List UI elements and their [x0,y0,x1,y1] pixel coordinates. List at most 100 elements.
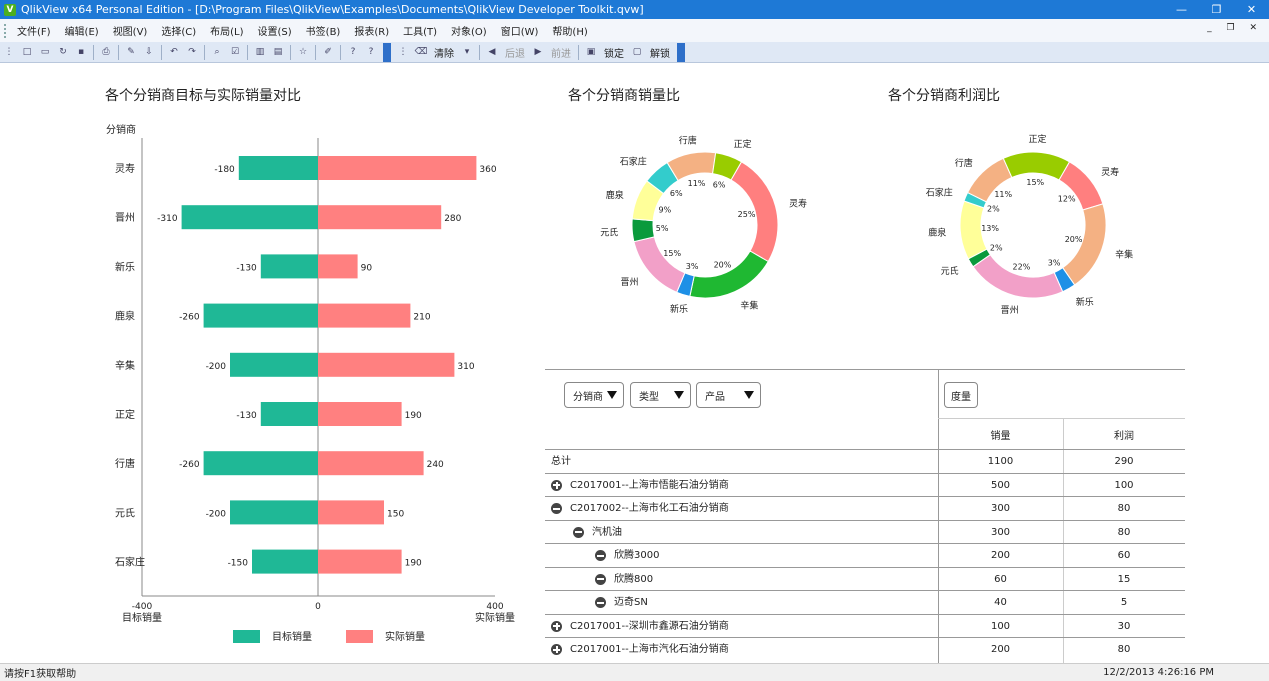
menu-item-2[interactable]: 视图(V) [112,27,148,38]
legend-label[interactable]: 目标销量 [272,630,312,643]
bar[interactable] [230,352,318,377]
slice-percent-label: 6% [670,189,683,198]
column-header-profit[interactable]: 利润 [1114,431,1134,442]
unlock-button[interactable]: 解锁 [650,48,670,60]
bar[interactable] [318,352,455,377]
open-folder-icon[interactable]: ▭ [40,46,50,57]
help-icon[interactable]: ? [350,46,356,57]
collapse-minus-icon[interactable] [551,503,562,514]
collapse-minus-icon[interactable] [595,597,606,608]
bar[interactable] [230,500,318,525]
profit-share-donut-chart[interactable]: 12% 灵寿 20% 辛集 3% 新乐 22% 晋州 2% 元氏 13% 鹿泉 2% 石家庄 11% 行唐 15… [918,125,1148,325]
bar[interactable] [260,402,318,426]
lock-icon[interactable]: ▣ [586,46,596,57]
redo-icon[interactable]: ↷ [188,46,196,57]
bar[interactable] [318,451,424,476]
forward-button[interactable]: 前进 [551,48,571,60]
donut-slice[interactable] [1061,203,1107,286]
minimize-icon[interactable]: — [1176,3,1187,16]
donut-slice[interactable] [633,236,686,293]
clear-button[interactable]: 清除 [434,48,454,60]
bar-value-label: 360 [479,165,496,175]
legend-label[interactable]: 实际销量 [385,630,425,643]
toolbar-grip-icon[interactable]: ⋮ [4,46,14,57]
donut-slice[interactable] [1002,151,1071,181]
bar[interactable] [318,205,442,230]
bar[interactable] [318,402,402,426]
category-label: 灵寿 [115,162,135,175]
bar[interactable] [238,156,318,180]
menu-item-4[interactable]: 布局(L) [210,27,244,38]
forward-icon[interactable]: ▶ [534,46,542,57]
menu-item-0[interactable]: 文件(F) [17,27,51,38]
edit-script-icon[interactable]: ✎ [127,46,135,57]
bar[interactable] [203,451,318,476]
reload-data-icon[interactable]: ⇩ [145,46,153,57]
collapse-minus-icon[interactable] [595,573,606,585]
product-dimension-dropdown[interactable]: 产品 [696,382,761,408]
collapse-minus-icon[interactable] [573,526,584,538]
sales-share-donut-chart[interactable]: 25% 灵寿 20% 辛集 3% 新乐 15% 晋州 5% 元氏 9% 鹿泉 6% 石家庄 11% 行唐 6% 正… [590,125,820,325]
search-icon[interactable]: ⌕ [214,46,220,57]
toolbar-overflow-icon[interactable] [383,42,391,62]
clear-dropdown-icon[interactable]: ▾ [464,46,470,57]
menu-item-3[interactable]: 选择(C) [161,27,197,38]
bookmark-star-icon[interactable]: ☆ [298,46,308,57]
check-icon[interactable]: ☑ [230,46,240,57]
undo-icon[interactable]: ↶ [170,46,178,57]
mdi-window-controls-icon[interactable]: _ ❐ ✕ [1207,23,1263,33]
toolbar-overflow-icon[interactable] [677,42,685,62]
save-icon[interactable]: ▪ [77,46,85,57]
bar[interactable] [252,549,318,574]
close-icon[interactable]: ✕ [1246,3,1257,16]
expand-plus-icon[interactable] [551,644,562,655]
expand-plus-icon[interactable] [551,479,562,491]
menu-item-6[interactable]: 书签(B) [305,27,341,38]
lock-button[interactable]: 锁定 [604,48,624,60]
menu-item-5[interactable]: 设置(S) [257,27,292,38]
unlock-icon[interactable]: ▢ [632,46,642,57]
menu-item-11[interactable]: 帮助(H) [552,27,588,38]
print-icon[interactable]: ⎙ [102,46,110,57]
context-help-icon[interactable]: ? [368,46,374,57]
menu-item-9[interactable]: 对象(O) [451,27,487,38]
slice-name-label: 晋州 [1001,305,1019,316]
menu-item-10[interactable]: 窗口(W) [500,27,539,38]
donut-slice[interactable] [712,152,743,181]
toolbar-grip-icon[interactable]: ⋮ [398,46,408,57]
menu-grip-icon[interactable] [4,23,10,38]
bar[interactable] [318,254,358,279]
chart-icon[interactable]: ▥ [255,46,265,57]
bar[interactable] [318,500,384,525]
menu-item-8[interactable]: 工具(T) [403,27,438,38]
bar[interactable] [318,156,477,180]
restore-icon[interactable]: ❐ [1211,3,1222,16]
bar[interactable] [318,303,411,328]
type-dimension-dropdown[interactable]: 类型 [630,382,691,408]
back-icon[interactable]: ◀ [488,46,496,57]
profit-donut-title: 各个分销商利润比 [888,88,1000,104]
slice-percent-label: 15% [663,249,681,258]
bar[interactable] [181,205,318,230]
bar[interactable] [318,549,402,574]
expand-plus-icon[interactable] [551,620,562,632]
collapse-minus-icon[interactable] [595,550,606,561]
menu-item-1[interactable]: 编辑(E) [64,27,99,38]
reload-icon[interactable]: ↻ [59,46,67,57]
table-icon[interactable]: ▤ [273,46,283,57]
new-document-icon[interactable]: □ [22,46,32,57]
back-button[interactable]: 后退 [505,48,525,60]
bar[interactable] [260,254,318,279]
bar[interactable] [203,303,318,328]
design-icon[interactable]: ✐ [324,46,332,57]
menu-item-7[interactable]: 报表(R) [354,27,390,38]
column-header-sales[interactable]: 销量 [990,431,1011,442]
donut-slice[interactable] [689,250,769,299]
clear-selection-icon[interactable]: ⌫ [414,46,428,57]
row-label-text: 欣腾3000 [614,550,660,561]
sales-cell: 500 [990,479,1011,491]
distributor-dimension-dropdown[interactable]: 分销商 [564,382,624,408]
slice-name-label: 元氏 [600,227,618,238]
measure-button[interactable]: 度量 [944,382,978,408]
